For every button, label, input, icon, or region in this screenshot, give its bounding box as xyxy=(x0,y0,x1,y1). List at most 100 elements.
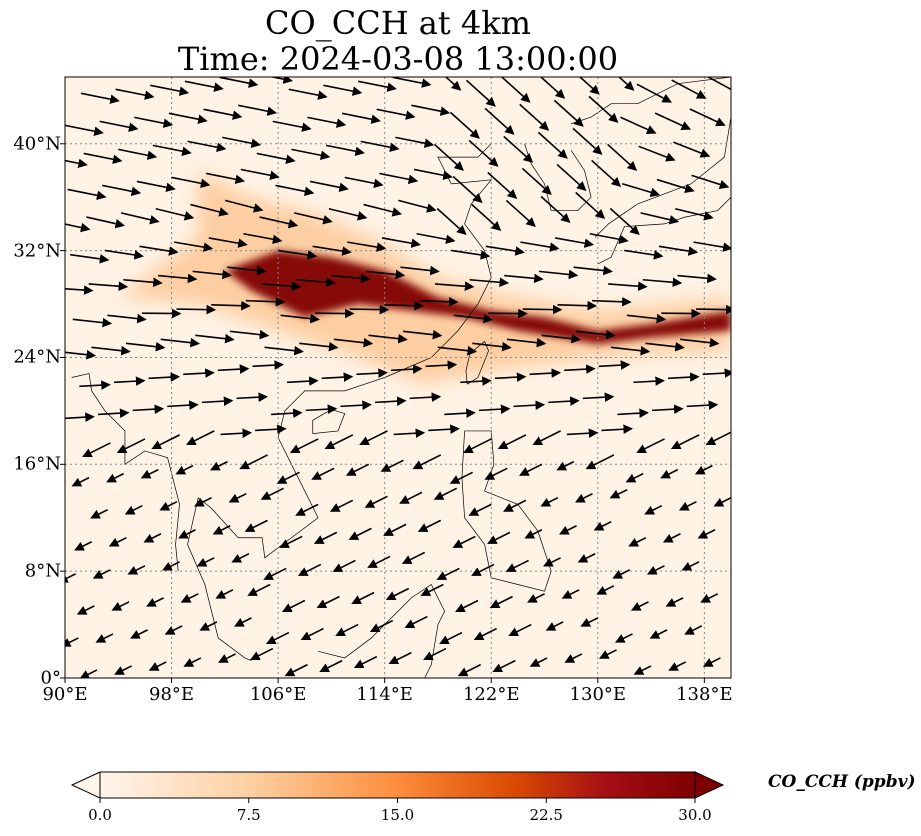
wind-arrow xyxy=(636,83,672,103)
wind-arrow xyxy=(136,180,176,193)
wind-arrow xyxy=(592,296,632,307)
wind-arrow xyxy=(638,145,676,162)
wind-arrow xyxy=(425,360,458,370)
wind-arrow xyxy=(578,77,600,95)
wind-arrow xyxy=(554,237,595,248)
wind-arrow xyxy=(71,476,90,487)
wind-arrow xyxy=(449,471,474,484)
wind-arrow xyxy=(288,88,328,100)
wind-arrow xyxy=(263,567,287,580)
chart-title-line2: Time: 2024-03-08 13:00:00 xyxy=(177,40,619,78)
wind-arrow xyxy=(150,84,190,96)
wind-arrow xyxy=(411,104,451,116)
wind-arrow xyxy=(376,108,416,120)
y-tick-label: 16°N xyxy=(13,453,61,475)
wind-arrow xyxy=(702,368,731,378)
wind-arrow xyxy=(646,565,665,575)
wind-arrow xyxy=(83,152,123,164)
wind-arrow xyxy=(208,237,248,248)
wind-arrow xyxy=(113,376,146,386)
coastline-4 xyxy=(461,430,552,592)
colorbar-extend-low xyxy=(70,771,101,799)
wind-arrow xyxy=(609,488,628,499)
wind-arrow xyxy=(494,372,527,382)
x-tick-label: 122°E xyxy=(462,684,520,705)
wind-arrow xyxy=(412,454,442,470)
wind-arrow xyxy=(329,499,354,512)
wind-arrow xyxy=(335,623,359,637)
wind-arrow xyxy=(277,249,318,260)
coastline-0 xyxy=(187,143,493,661)
wind-arrow xyxy=(294,212,333,225)
coastline-7 xyxy=(317,583,446,678)
wind-arrow xyxy=(561,589,580,599)
wind-arrow xyxy=(97,408,130,418)
wind-arrow xyxy=(160,337,201,348)
wind-arrow xyxy=(369,619,394,632)
wind-arrow xyxy=(694,464,713,475)
wind-arrow xyxy=(311,467,335,480)
wind-arrow xyxy=(65,158,88,169)
wind-arrow xyxy=(532,430,561,446)
wind-arrow xyxy=(184,80,224,92)
wind-arrow xyxy=(224,199,264,213)
wind-arrow xyxy=(449,111,480,139)
wind-arrow xyxy=(670,434,700,450)
wind-arrow xyxy=(420,583,444,596)
wind-arrow xyxy=(418,296,459,307)
wind-arrow xyxy=(118,148,158,160)
wind-arrow xyxy=(65,412,95,422)
wind-arrow xyxy=(601,424,634,434)
wind-arrow xyxy=(67,188,107,201)
wind-arrow xyxy=(625,472,644,483)
wind-arrow xyxy=(545,621,564,631)
x-tick-label: 98°E xyxy=(149,684,195,705)
colorbar-gradient xyxy=(100,772,695,798)
coastline-2 xyxy=(312,409,346,434)
wind-arrow xyxy=(88,281,129,291)
colorbar-tick-label: 30.0 xyxy=(678,806,712,824)
wind-arrow xyxy=(203,108,243,120)
wind-arrow xyxy=(662,533,681,543)
wind-arrow xyxy=(125,341,166,352)
wind-arrow xyxy=(319,659,343,673)
wind-arrow xyxy=(291,148,331,160)
wind-arrow xyxy=(157,273,198,284)
wind-arrow xyxy=(368,333,408,344)
colorbar-label: CO_CCH (ppbv) xyxy=(768,772,916,792)
wind-arrow xyxy=(151,434,181,450)
wind-arrow xyxy=(620,116,657,134)
wind-arrow xyxy=(218,653,236,663)
wind-arrow xyxy=(194,496,212,507)
wind-arrow xyxy=(589,232,629,245)
wind-arrow xyxy=(236,392,269,402)
wind-arrow xyxy=(365,269,406,280)
wind-arrow xyxy=(192,269,233,280)
wind-arrow xyxy=(395,136,435,148)
wind-arrow xyxy=(211,300,251,311)
wind-arrow xyxy=(359,430,388,446)
wind-arrow xyxy=(444,408,476,418)
wind-arrow xyxy=(686,400,719,410)
wind-arrow xyxy=(79,669,98,678)
wind-arrow xyxy=(436,567,460,580)
wind-arrow xyxy=(124,504,143,515)
wind-arrow xyxy=(180,593,199,603)
wind-arrow xyxy=(146,597,164,607)
wind-arrow xyxy=(439,631,463,645)
wind-arrow xyxy=(519,463,543,476)
colorbar-tick-label: 15.0 xyxy=(380,806,415,824)
wind-arrow xyxy=(689,108,726,127)
wind-arrow xyxy=(239,454,268,470)
wind-arrow xyxy=(178,529,196,539)
wind-arrow xyxy=(693,241,731,252)
wind-arrow xyxy=(243,232,283,245)
wind-arrow xyxy=(575,191,606,219)
wind-arrow xyxy=(175,464,194,475)
wind-arrow xyxy=(453,313,494,324)
wind-arrow xyxy=(455,599,479,612)
x-tick-label: 138°E xyxy=(676,684,733,705)
wind-arrow xyxy=(104,249,144,260)
wind-arrow xyxy=(360,140,400,152)
wind-arrow xyxy=(79,380,111,390)
